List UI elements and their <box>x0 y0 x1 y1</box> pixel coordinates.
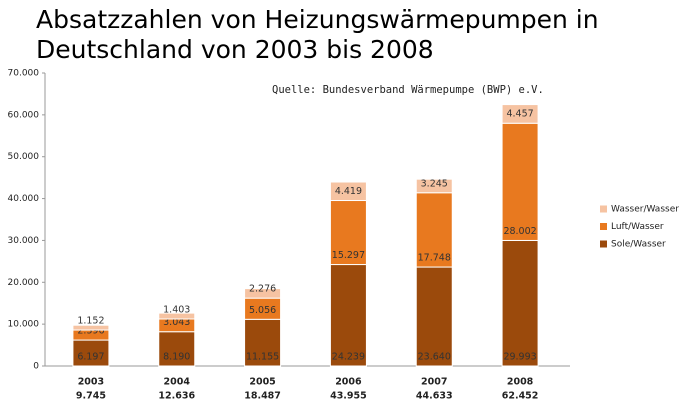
y-tick-label: 0 <box>33 362 39 372</box>
total-label: 9.745 <box>76 391 106 402</box>
bar-segment <box>158 312 196 320</box>
data-label: 1.403 <box>163 304 190 315</box>
bar-segment <box>244 288 282 299</box>
total-label: 18.487 <box>244 391 281 402</box>
legend-label: Sole/Wasser <box>611 240 666 250</box>
y-tick-label: 30.000 <box>8 236 40 246</box>
total-label: 12.636 <box>158 391 195 402</box>
chart-title: Absatzzahlen von Heizungswärmepumpen in <box>36 5 599 34</box>
y-tick-label: 10.000 <box>8 320 40 330</box>
data-label: 28.002 <box>503 226 536 237</box>
y-tick-label: 40.000 <box>8 194 40 204</box>
y-tick-label: 20.000 <box>8 278 40 288</box>
x-tick-label: 2008 <box>507 377 534 388</box>
legend-swatch <box>600 205 607 213</box>
data-label: 15.297 <box>332 250 365 261</box>
data-label: 6.197 <box>77 352 104 363</box>
data-label: 24.239 <box>332 352 365 363</box>
data-label: 29.993 <box>503 352 536 363</box>
bar-segment <box>329 181 367 202</box>
x-tick-label: 2003 <box>78 377 104 388</box>
data-label: 11.155 <box>246 352 279 363</box>
data-label: 23.640 <box>418 352 451 363</box>
bar-segment <box>72 324 110 331</box>
x-tick-label: 2007 <box>421 377 447 388</box>
data-label: 2.396 <box>77 326 104 337</box>
y-tick-label: 50.000 <box>8 152 40 162</box>
legend-swatch <box>600 223 607 230</box>
data-label: 2.276 <box>249 284 276 295</box>
total-label: 44.633 <box>416 391 453 402</box>
data-label: 3.245 <box>421 178 448 189</box>
legend-swatch <box>600 240 607 248</box>
y-tick-label: 60.000 <box>8 110 40 120</box>
bar-segment <box>501 122 539 241</box>
bar-segment <box>415 266 453 367</box>
bar-segment <box>501 104 539 124</box>
total-label: 43.955 <box>330 391 367 402</box>
bar-segment <box>415 178 453 194</box>
data-label: 5.056 <box>249 305 276 316</box>
x-tick-label: 2005 <box>249 377 275 388</box>
source-note: Quelle: Bundesverband Wärmepumpe (BWP) e… <box>272 84 544 96</box>
data-label: 4.457 <box>506 109 533 120</box>
x-tick-label: 2006 <box>335 377 362 388</box>
y-tick-label: 70.000 <box>8 69 40 79</box>
x-tick-label: 2004 <box>164 377 191 388</box>
data-label: 1.152 <box>77 316 104 327</box>
bar-segment <box>244 318 282 367</box>
legend-label: Luft/Wasser <box>611 222 664 232</box>
bar-segment <box>501 239 539 367</box>
chart-title: Deutschland von 2003 bis 2008 <box>36 35 434 64</box>
total-label: 62.452 <box>502 391 539 402</box>
data-label: 17.748 <box>418 253 451 264</box>
data-label: 4.419 <box>335 186 362 197</box>
bar-segment <box>329 264 367 367</box>
data-label: 8.190 <box>163 352 190 363</box>
legend-label: Wasser/Wasser <box>611 205 679 215</box>
data-label: 3.043 <box>163 317 190 328</box>
